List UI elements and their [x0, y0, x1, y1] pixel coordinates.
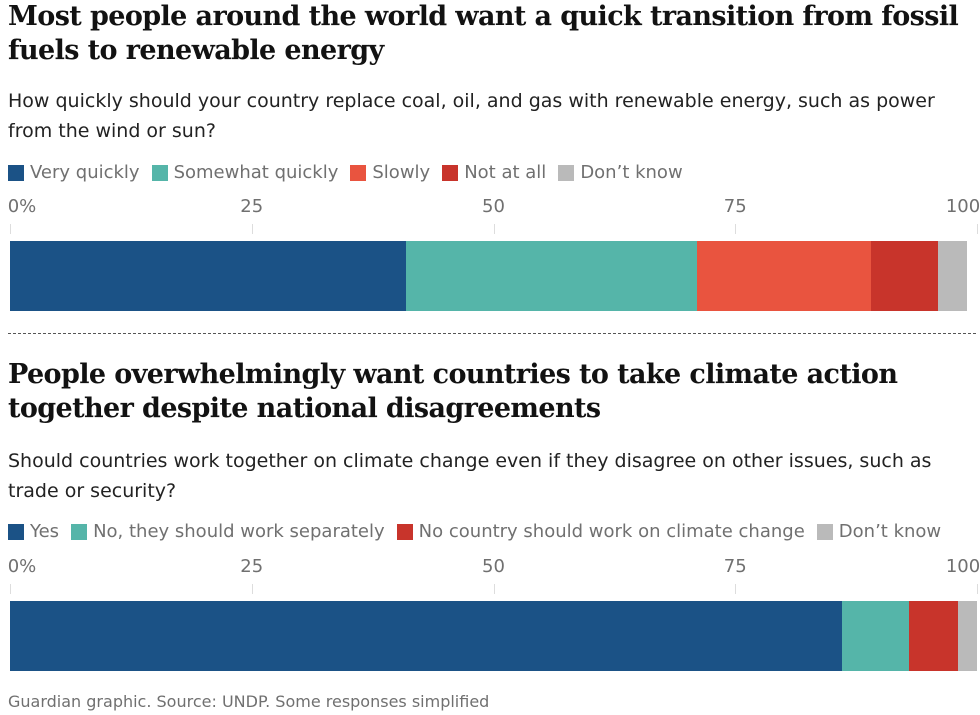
legend-label: Don’t know	[580, 162, 683, 183]
legend-swatch	[8, 164, 24, 181]
legend-item: Somewhat quickly	[151, 162, 339, 183]
footer-source: Guardian graphic. Source: UNDP. Some res…	[8, 692, 490, 711]
legend-swatch	[8, 523, 24, 540]
legend-item: Slowly	[350, 162, 430, 183]
legend-label: Slowly	[372, 162, 431, 183]
legend-item: Don’t know	[558, 162, 683, 183]
tick-label: 0%	[7, 196, 37, 217]
tick-label: 75	[723, 196, 747, 217]
legend-label: Very quickly	[30, 162, 140, 183]
chart-title: People overwhelmingly want countries to …	[8, 359, 898, 424]
legend-swatch	[71, 523, 88, 540]
tick-mark	[10, 224, 11, 234]
tick-label: 0%	[7, 556, 37, 577]
legend-item: No country should work on climate change	[396, 521, 805, 542]
bar-segment	[696, 241, 871, 311]
tick-mark	[10, 584, 11, 594]
x-axis: 0% 25 50 75 100	[0, 556, 980, 596]
legend-item: Very quickly	[8, 162, 140, 183]
legend-item: Not at all	[442, 162, 546, 183]
tick-label: 50	[482, 556, 505, 577]
tick-mark	[977, 584, 978, 594]
legend-label: Don’t know	[838, 521, 942, 542]
bar-segment	[841, 601, 910, 671]
tick-mark	[977, 224, 978, 234]
legend-label: Somewhat quickly	[173, 162, 339, 183]
legend-swatch	[442, 164, 459, 181]
x-axis: 0% 25 50 75 100	[0, 196, 980, 236]
stacked-bar	[10, 241, 977, 311]
tick-label: 25	[240, 556, 264, 577]
tick-mark	[735, 584, 737, 594]
tick-mark	[493, 584, 495, 594]
bar-segment	[10, 601, 842, 671]
tick-label: 25	[240, 196, 264, 217]
legend-item: Yes	[8, 521, 59, 542]
tick-mark	[735, 224, 737, 234]
bar-segment	[909, 601, 958, 671]
legend-swatch	[396, 523, 413, 540]
legend-swatch	[350, 164, 367, 181]
bar-segment	[957, 601, 977, 671]
divider	[8, 333, 976, 334]
chart-title: Most people around the world want a quic…	[8, 1, 959, 66]
legend: Very quickly Somewhat quickly Slowly Not at…	[8, 162, 695, 183]
bar-segment	[870, 241, 939, 311]
legend-label: No country should work on climate change	[418, 521, 805, 542]
stacked-bar	[10, 601, 977, 671]
bar-segment	[10, 241, 407, 311]
legend-label: Not at all	[464, 162, 547, 183]
tick-mark	[493, 224, 495, 234]
bar-segment	[406, 241, 697, 311]
chart-subtitle: Should countries work together on climat…	[8, 450, 932, 502]
tick-label: 100	[945, 556, 980, 577]
legend: Yes No, they should work separately No cou…	[8, 521, 953, 542]
tick-mark	[251, 584, 253, 594]
chart-subtitle: How quickly should your country replace …	[8, 90, 935, 142]
legend-label: No, they should work separately	[93, 521, 385, 542]
bar-segment	[938, 241, 968, 311]
legend-swatch	[151, 164, 168, 181]
legend-item: No, they should work separately	[71, 521, 385, 542]
legend-item: Don’t know	[816, 521, 942, 542]
legend-swatch	[816, 523, 833, 540]
tick-label: 50	[482, 196, 505, 217]
tick-label: 100	[945, 196, 980, 217]
legend-swatch	[558, 164, 575, 181]
tick-mark	[251, 224, 253, 234]
legend-label: Yes	[30, 521, 60, 542]
tick-label: 75	[723, 556, 747, 577]
